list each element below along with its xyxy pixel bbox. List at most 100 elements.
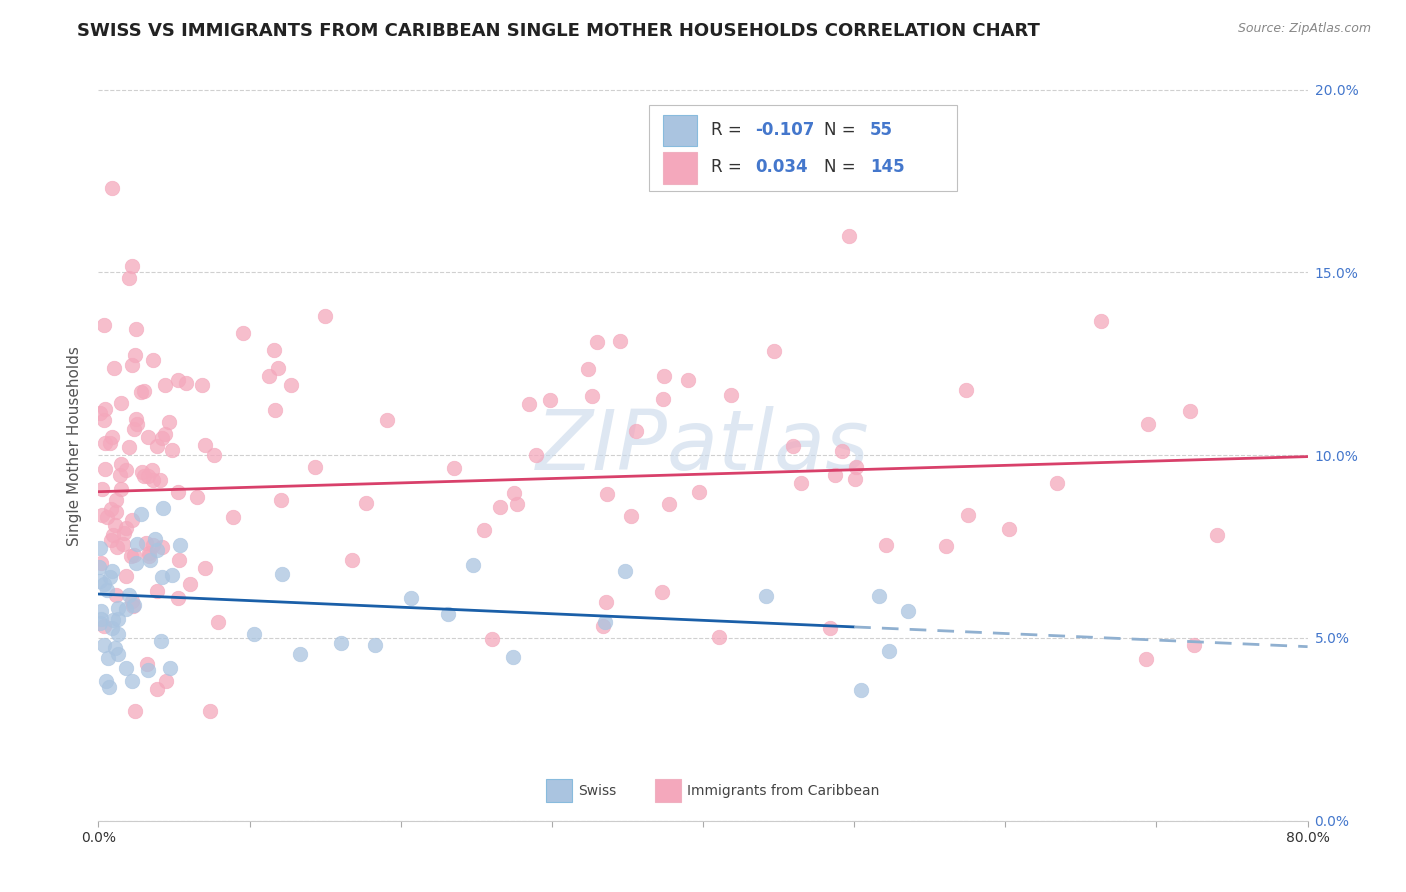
Y-axis label: Single Mother Households: Single Mother Households (67, 346, 83, 546)
Point (111, 536, 134, 550)
Point (150, 570, 173, 584)
Point (91, 482, 114, 496)
Point (179, 577, 201, 591)
Point (157, 416, 180, 430)
Point (136, 663, 159, 677)
Point (122, 599, 145, 613)
Text: Source: ZipAtlas.com: Source: ZipAtlas.com (1237, 22, 1371, 36)
Point (100, 533, 122, 547)
Point (364, 638, 387, 652)
Point (290, 647, 312, 661)
Point (257, 369, 280, 384)
Point (150, 431, 173, 445)
Point (592, 619, 614, 633)
Point (141, 463, 163, 477)
Point (838, 229, 860, 244)
Point (121, 673, 143, 688)
Bar (546, 780, 572, 802)
Point (96, 509, 118, 524)
Point (222, 510, 245, 524)
Point (596, 487, 619, 501)
Point (329, 636, 352, 650)
Point (104, 588, 127, 602)
Point (105, 540, 128, 554)
Point (115, 520, 138, 534)
Point (107, 627, 129, 641)
Point (159, 661, 181, 675)
Point (132, 384, 155, 399)
Point (96, 583, 118, 598)
Point (125, 412, 148, 426)
Point (149, 474, 172, 488)
Point (688, 485, 710, 500)
Point (121, 260, 143, 274)
Point (135, 657, 157, 672)
Point (270, 493, 292, 508)
Point (720, 387, 742, 401)
Point (676, 373, 699, 387)
Point (142, 538, 165, 552)
Point (143, 532, 166, 546)
Text: Immigrants from Caribbean: Immigrants from Caribbean (688, 784, 880, 797)
Point (314, 309, 336, 323)
Point (136, 468, 159, 483)
Point (270, 567, 292, 582)
Text: R =: R = (711, 158, 748, 177)
Point (849, 683, 872, 698)
Text: SWISS VS IMMIGRANTS FROM CARIBBEAN SINGLE MOTHER HOUSEHOLDS CORRELATION CHART: SWISS VS IMMIGRANTS FROM CARIBBEAN SINGL… (77, 22, 1040, 40)
Point (585, 334, 607, 349)
Point (844, 472, 866, 486)
Point (105, 505, 128, 519)
Point (94, 461, 117, 475)
Point (132, 468, 155, 483)
Bar (664, 153, 697, 184)
Text: N =: N = (824, 120, 860, 139)
Point (935, 539, 957, 553)
Point (593, 615, 616, 630)
Point (101, 564, 124, 578)
Point (94, 436, 117, 450)
Point (145, 681, 167, 696)
Point (232, 326, 254, 340)
Point (90, 604, 112, 618)
FancyBboxPatch shape (648, 105, 957, 191)
Point (613, 564, 636, 578)
Point (263, 343, 285, 357)
Point (152, 501, 174, 516)
Text: -0.107: -0.107 (755, 120, 814, 139)
Point (1182, 638, 1205, 652)
Point (107, 647, 129, 661)
Point (956, 508, 979, 523)
Point (399, 591, 422, 606)
Point (138, 546, 160, 560)
Point (93, 402, 115, 417)
Point (186, 490, 208, 504)
Point (153, 427, 176, 442)
Point (875, 538, 897, 552)
Point (122, 549, 145, 563)
Point (506, 497, 529, 511)
Text: 0.034: 0.034 (755, 158, 807, 177)
Point (489, 500, 512, 514)
Point (896, 604, 918, 618)
Point (651, 585, 673, 599)
Point (127, 537, 149, 551)
Point (125, 417, 148, 431)
Point (104, 518, 127, 533)
Point (118, 270, 141, 285)
Point (112, 525, 135, 540)
Point (150, 540, 173, 554)
Point (877, 644, 900, 658)
Point (121, 513, 143, 527)
Point (581, 389, 603, 403)
Point (93, 619, 115, 633)
Point (194, 438, 217, 452)
Point (167, 373, 190, 387)
Point (342, 553, 364, 567)
Text: R =: R = (711, 120, 748, 139)
Point (955, 383, 977, 397)
Point (124, 598, 146, 612)
Point (90, 612, 112, 626)
Point (280, 378, 302, 392)
Point (110, 482, 132, 496)
